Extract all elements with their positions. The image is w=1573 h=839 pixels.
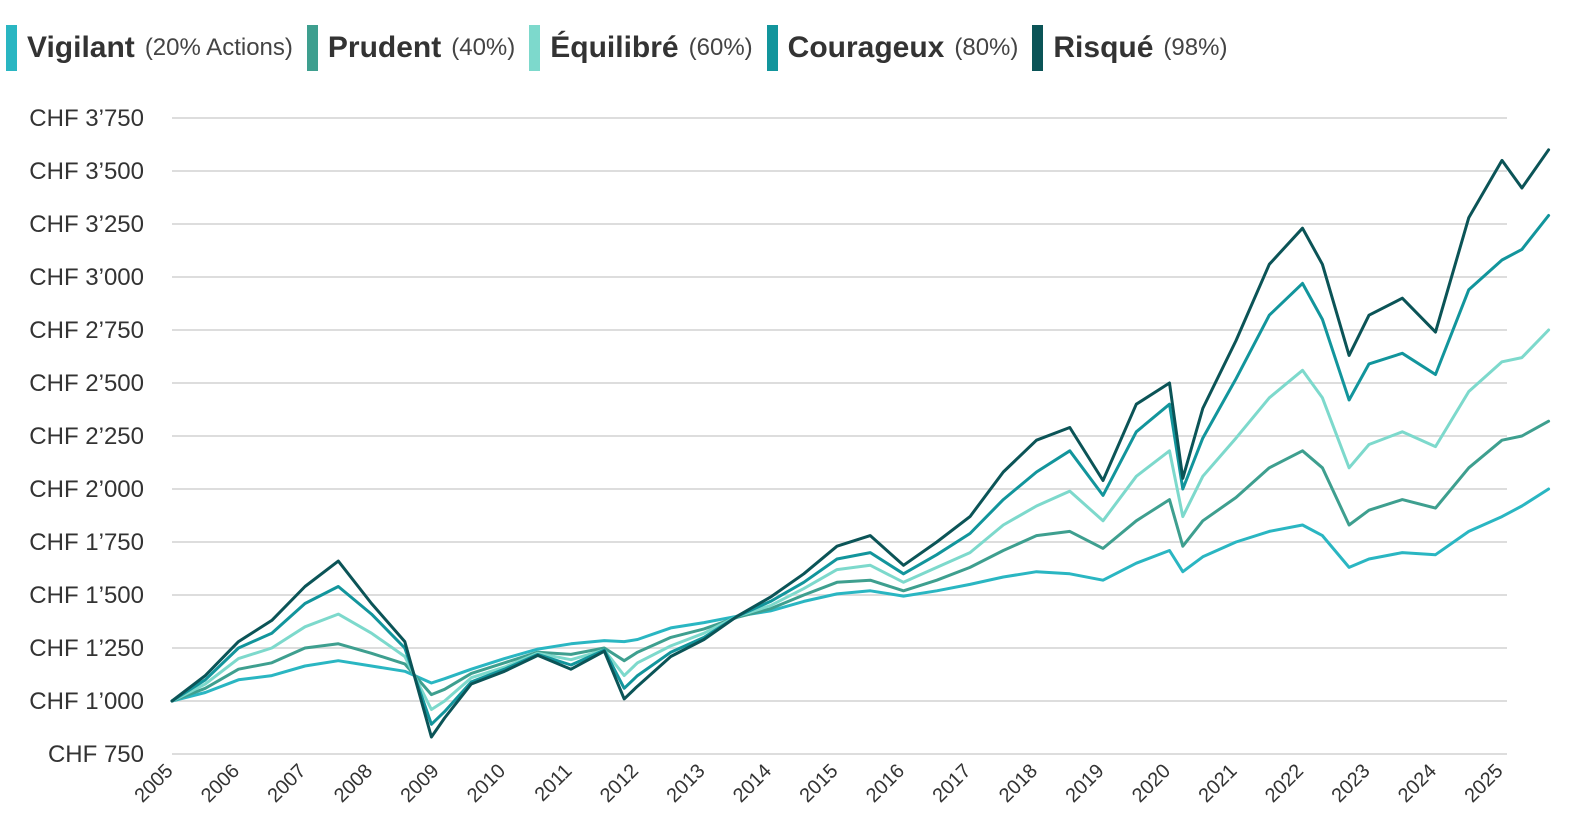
legend-item-prudent: Prudent (40%) bbox=[306, 25, 516, 71]
series-line-risque bbox=[170, 148, 1551, 739]
y-tick-label: CHF 750 bbox=[48, 741, 144, 768]
x-tick-label: 2017 bbox=[929, 760, 976, 807]
x-tick-label: 2012 bbox=[596, 760, 643, 807]
y-axis-ticks: CHF 3’750 CHF 3’500 CHF 3’250 CHF 3’000 CHF … bbox=[29, 105, 144, 768]
legend-series-name: Courageux bbox=[787, 31, 945, 64]
x-tick-label: 2022 bbox=[1261, 760, 1308, 807]
legend-swatch bbox=[306, 25, 318, 71]
y-tick-label: CHF 1’000 bbox=[29, 688, 144, 715]
x-tick-label: 2019 bbox=[1062, 760, 1109, 807]
legend-series-name: Équilibré bbox=[550, 31, 679, 64]
x-tick-label: 2007 bbox=[264, 760, 311, 807]
x-tick-label: 2010 bbox=[463, 760, 510, 807]
x-tick-label: 2016 bbox=[862, 760, 909, 807]
legend-swatch bbox=[6, 25, 17, 71]
series-lines bbox=[170, 148, 1551, 739]
gridlines bbox=[172, 117, 1507, 755]
x-tick-label: 2006 bbox=[197, 760, 244, 807]
x-tick-label: 2021 bbox=[1195, 760, 1242, 807]
legend-swatch bbox=[529, 25, 541, 71]
legend-item-vigilant: Vigilant (20% Actions) bbox=[6, 25, 293, 71]
y-tick-label: CHF 1’250 bbox=[29, 635, 144, 662]
x-tick-label: 2015 bbox=[796, 760, 843, 807]
legend-swatch bbox=[766, 25, 778, 71]
x-tick-label: 2020 bbox=[1128, 760, 1175, 807]
x-tick-label: 2014 bbox=[729, 760, 776, 807]
legend-series-name: Prudent bbox=[327, 31, 442, 64]
x-tick-label: 2025 bbox=[1461, 760, 1508, 807]
legend-series-allocation: (98%) bbox=[1163, 34, 1228, 61]
y-tick-label: CHF 3’250 bbox=[29, 211, 144, 238]
series-line-equilibre bbox=[170, 328, 1551, 711]
chart-legend: Vigilant (20% Actions) Prudent (40%) Équilib… bbox=[6, 25, 1241, 71]
series-line-prudent bbox=[170, 419, 1551, 703]
x-axis-ticks: 2005 2006 2007 2008 2009 2010 2011 2012 2013 2014… bbox=[131, 760, 1508, 807]
x-tick-label: 2013 bbox=[663, 760, 710, 807]
y-tick-label: CHF 3’500 bbox=[29, 158, 144, 185]
y-tick-label: CHF 2’000 bbox=[29, 476, 144, 503]
y-tick-label: CHF 2’750 bbox=[29, 317, 144, 344]
y-tick-label: CHF 2’500 bbox=[29, 370, 144, 397]
legend-item-courageux: Courageux (80%) bbox=[766, 25, 1019, 71]
legend-series-allocation: (40%) bbox=[451, 34, 516, 61]
series-line-courageux bbox=[170, 214, 1551, 726]
y-tick-label: CHF 2’250 bbox=[29, 423, 144, 450]
y-tick-label: CHF 3’750 bbox=[29, 105, 144, 132]
y-tick-label: CHF 1’500 bbox=[29, 582, 144, 609]
x-tick-label: 2011 bbox=[531, 760, 577, 806]
legend-series-allocation: (60%) bbox=[688, 34, 753, 61]
legend-item-equilibre: Équilibré (60%) bbox=[529, 25, 753, 71]
legend-series-name: Vigilant bbox=[27, 31, 135, 64]
x-tick-label: 2023 bbox=[1328, 760, 1375, 807]
legend-item-risque: Risqué (98%) bbox=[1032, 25, 1227, 71]
series-line-vigilant bbox=[170, 487, 1551, 703]
x-tick-label: 2018 bbox=[995, 760, 1042, 807]
legend-swatch bbox=[1032, 25, 1044, 71]
y-tick-label: CHF 3’000 bbox=[29, 264, 144, 291]
x-tick-label: 2009 bbox=[397, 760, 444, 807]
y-tick-label: CHF 1’750 bbox=[29, 529, 144, 556]
x-tick-label: 2024 bbox=[1394, 760, 1441, 807]
legend-series-name: Risqué bbox=[1053, 31, 1154, 64]
x-tick-label: 2008 bbox=[330, 760, 377, 807]
legend-series-allocation: (80%) bbox=[954, 34, 1019, 61]
legend-series-allocation: (20% Actions) bbox=[144, 34, 293, 61]
